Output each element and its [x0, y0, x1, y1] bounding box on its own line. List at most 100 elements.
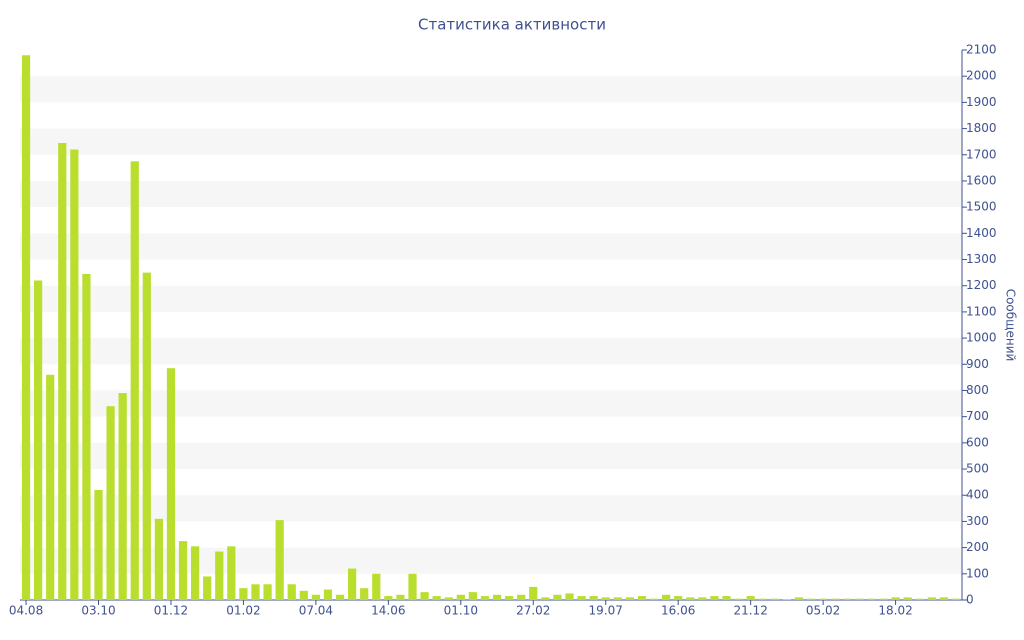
bar — [251, 584, 260, 600]
bar — [649, 598, 659, 600]
bar — [541, 597, 550, 600]
bar — [287, 584, 296, 600]
bar — [589, 596, 598, 600]
bar — [553, 594, 562, 600]
y-axis-label: Сообщений — [1004, 289, 1018, 362]
bar — [46, 374, 55, 600]
bar — [384, 596, 393, 600]
bar — [625, 597, 634, 600]
bar — [758, 598, 767, 600]
x-tick-label: 05.02 — [806, 604, 840, 618]
bar — [372, 573, 381, 600]
x-tick-label: 16.06 — [661, 604, 695, 618]
y-tick-label: 1400 — [966, 226, 997, 240]
bar — [939, 597, 948, 600]
bar — [782, 599, 791, 600]
bar — [299, 590, 308, 600]
bar — [203, 576, 212, 600]
bar — [505, 596, 514, 600]
bar — [58, 142, 67, 600]
bar — [770, 598, 779, 600]
grid-band — [20, 285, 962, 312]
bar — [794, 597, 804, 600]
bar — [191, 546, 200, 600]
grid-band — [20, 180, 962, 208]
bar — [70, 149, 79, 600]
y-tick-label: 1800 — [966, 121, 997, 135]
bar — [166, 368, 176, 600]
x-tick-label: 04.08 — [9, 604, 43, 618]
bar — [468, 592, 477, 600]
bar — [565, 593, 574, 600]
bar — [915, 598, 924, 600]
grid-band — [20, 128, 962, 155]
y-tick-label: 2000 — [966, 69, 997, 83]
bar — [674, 596, 683, 600]
bar — [855, 598, 864, 600]
bar — [444, 597, 453, 600]
bar — [106, 406, 115, 600]
x-tick-label: 07.04 — [299, 604, 333, 618]
x-tick-label: 01.10 — [444, 604, 478, 618]
y-tick-label: 300 — [966, 514, 989, 528]
y-tick-label: 1200 — [966, 278, 997, 292]
grid-band — [20, 233, 962, 260]
bar — [21, 55, 31, 600]
bar — [142, 272, 151, 600]
bar — [698, 597, 707, 600]
bar — [420, 592, 429, 600]
bar — [722, 596, 731, 600]
y-tick-label: 500 — [966, 462, 989, 476]
bar — [348, 568, 357, 600]
grid-band — [20, 495, 962, 522]
x-tick-label: 14.06 — [371, 604, 405, 618]
y-tick-label: 900 — [966, 357, 989, 371]
y-tick-label: 600 — [966, 435, 989, 449]
bar — [601, 597, 610, 600]
bar — [637, 596, 647, 600]
bar — [686, 597, 695, 600]
bar — [239, 588, 248, 600]
bar — [311, 594, 320, 600]
bar — [227, 546, 236, 600]
bar — [178, 541, 188, 600]
bar — [879, 598, 888, 600]
y-tick-label: 200 — [966, 540, 989, 554]
bar — [456, 594, 465, 600]
bar — [613, 597, 622, 600]
bar — [867, 598, 876, 600]
y-tick-label: 1000 — [966, 331, 997, 345]
bar — [215, 551, 224, 600]
bar — [263, 584, 272, 600]
x-tick-label: 19.07 — [589, 604, 623, 618]
y-tick-label: 1500 — [966, 200, 997, 214]
chart-title: Статистика активности — [418, 16, 606, 34]
grid-band — [20, 390, 962, 417]
bar — [734, 598, 743, 600]
y-tick-label: 1900 — [966, 95, 997, 109]
grid-band — [20, 76, 962, 103]
x-tick-label: 01.02 — [226, 604, 260, 618]
y-tick-label: 2100 — [966, 43, 997, 57]
x-tick-label: 18.02 — [878, 604, 912, 618]
bar — [118, 393, 127, 600]
grid-band — [20, 442, 962, 470]
bar — [831, 598, 840, 600]
bar — [34, 280, 43, 600]
bar — [335, 594, 345, 600]
bar — [130, 161, 139, 601]
y-tick-label: 1600 — [966, 173, 997, 187]
bar — [396, 594, 405, 600]
bar — [492, 594, 502, 600]
x-tick-label: 01.12 — [154, 604, 188, 618]
bar — [432, 596, 441, 600]
bar — [94, 490, 103, 600]
grid-band — [20, 547, 962, 574]
bar — [903, 597, 912, 600]
bar — [927, 597, 936, 600]
bar — [843, 598, 852, 600]
x-tick-label: 27.02 — [516, 604, 550, 618]
bar — [819, 598, 828, 600]
bar — [360, 588, 369, 600]
